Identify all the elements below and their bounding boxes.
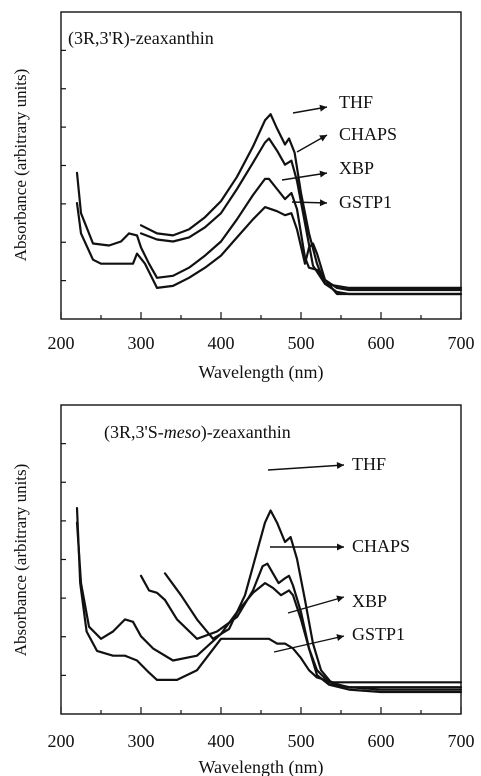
plot-frame-top (60, 11, 462, 320)
legend-arrowhead-gstp1-top (319, 199, 327, 207)
legend-arrowhead-chaps-bottom (337, 543, 344, 551)
x-tick-label-700: 700 (448, 731, 475, 751)
legend-arrowhead-xbp-top (319, 170, 327, 178)
panel-title-bottom-italic: meso (164, 422, 201, 442)
legend-pointer-thf-bottom (267, 464, 345, 471)
y-axis-label-top: Absorbance (arbitrary units) (11, 69, 30, 262)
legend-arrowhead-xbp-bottom (336, 595, 344, 603)
legend-arrowhead-gstp1-bottom (336, 634, 344, 641)
legend-label-chaps-bottom: CHAPS (352, 536, 410, 556)
series-line-gstp1-bottom (75, 507, 463, 684)
x-tick-label-200: 200 (48, 333, 75, 353)
curves-bottom (75, 507, 463, 694)
legend-pointer-xbp-top (281, 172, 328, 181)
x-tick-label-700: 700 (448, 333, 475, 353)
x-tick-label-300: 300 (128, 333, 155, 353)
legend-label-gstp1-bottom: GSTP1 (352, 624, 405, 644)
series-line-xbp-bottom (75, 521, 463, 689)
x-tick-label-600: 600 (368, 731, 395, 751)
panel-title-top: (3R,3'R)-zeaxanthin (68, 28, 214, 49)
legend-label-thf-bottom: THF (352, 454, 386, 474)
curves-top (75, 113, 463, 296)
legend-bottom: THF CHAPS XBP GSTP1 (267, 454, 410, 653)
legend-label-gstp1-top: GSTP1 (339, 192, 392, 212)
series-line-chaps-top (139, 137, 463, 289)
series-line-xbp-top (75, 171, 463, 292)
panel-title-bottom: (3R,3'S-meso)-zeaxanthin (104, 422, 291, 443)
legend-label-chaps-top: CHAPS (339, 124, 397, 144)
legend-arrowhead-chaps-top (319, 135, 327, 142)
legend-label-xbp-bottom: XBP (352, 591, 387, 611)
y-axis-label-bottom: Absorbance (arbitrary units) (11, 464, 30, 657)
panel-title-bottom-prefix: (3R,3'S- (104, 422, 164, 443)
x-ticks-top: 200 300 400 500 600 700 (48, 49, 475, 353)
x-tick-label-400: 400 (208, 731, 235, 751)
plot-frame-bottom (60, 404, 462, 715)
legend-arrowhead-thf-top (319, 104, 327, 112)
x-tick-label-600: 600 (368, 333, 395, 353)
legend-pointer-xbp-bottom (287, 596, 345, 614)
panel-zeaxanthin-3r3r: (3R,3'R)-zeaxanthin 200 300 400 500 600 700 T… (11, 11, 475, 383)
x-tick-label-500: 500 (288, 731, 315, 751)
legend-pointer-gstp1-bottom (273, 635, 345, 653)
legend-label-thf-top: THF (339, 92, 373, 112)
x-tick-label-200: 200 (48, 731, 75, 751)
series-line-gstp1-top (75, 202, 463, 296)
legend-arrowhead-thf-bottom (336, 461, 344, 469)
x-tick-label-300: 300 (128, 731, 155, 751)
panel-title-bottom-suffix: )-zeaxanthin (201, 422, 291, 443)
x-tick-label-400: 400 (208, 333, 235, 353)
x-ticks-bottom: 200 300 400 500 600 700 (48, 443, 475, 751)
panel-zeaxanthin-meso: (3R,3'S-meso)-zeaxanthin 200 300 400 500 600… (11, 404, 475, 776)
x-tick-label-500: 500 (288, 333, 315, 353)
legend-top: THF CHAPS XBP GSTP1 (281, 92, 397, 212)
legend-label-xbp-top: XBP (339, 158, 374, 178)
x-axis-label-top: Wavelength (nm) (198, 362, 323, 383)
x-axis-label-bottom: Wavelength (nm) (198, 757, 323, 776)
